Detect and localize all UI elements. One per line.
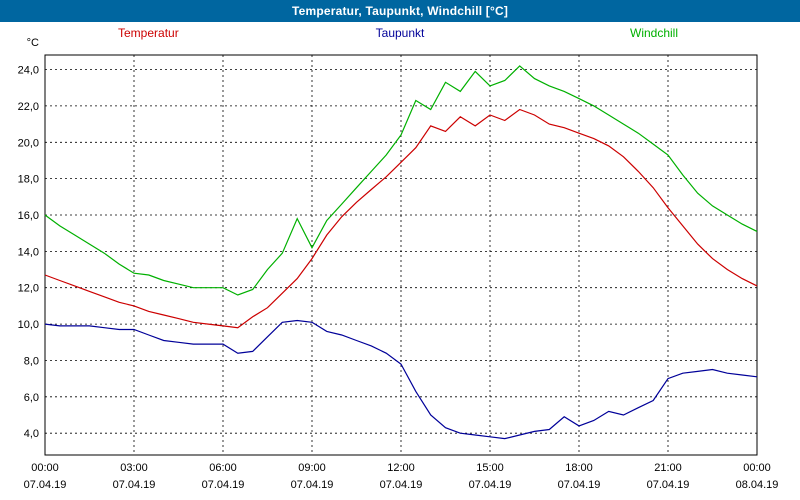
x-tick-date: 07.04.19	[202, 479, 245, 491]
x-tick-time: 00:00	[31, 462, 59, 474]
x-tick-date: 07.04.19	[24, 479, 67, 491]
y-tick-label: 24,0	[18, 65, 39, 77]
x-tick-time: 09:00	[298, 462, 326, 474]
x-tick-time: 03:00	[120, 462, 148, 474]
legend-windchill: Windchill	[630, 26, 679, 40]
x-tick-date: 07.04.19	[558, 479, 601, 491]
y-tick-label: 22,0	[18, 101, 39, 113]
x-tick-date: 07.04.19	[113, 479, 156, 491]
x-tick-time: 06:00	[209, 462, 237, 474]
x-tick-date: 07.04.19	[380, 479, 423, 491]
title-bar: Temperatur, Taupunkt, Windchill [°C]	[0, 0, 800, 22]
y-tick-label: 12,0	[18, 283, 39, 295]
x-tick-date: 08.04.19	[736, 479, 779, 491]
y-tick-label: 10,0	[18, 319, 39, 331]
x-tick-time: 00:00	[743, 462, 771, 474]
x-tick-date: 07.04.19	[291, 479, 334, 491]
y-tick-label: 20,0	[18, 137, 39, 149]
x-tick-time: 15:00	[476, 462, 504, 474]
x-tick-date: 07.04.19	[469, 479, 512, 491]
series-windchill	[44, 65, 758, 296]
x-tick-time: 18:00	[565, 462, 593, 474]
series-temperatur	[44, 108, 758, 329]
x-tick-time: 21:00	[654, 462, 682, 474]
page-title: Temperatur, Taupunkt, Windchill [°C]	[291, 4, 509, 18]
y-tick-label: 4,0	[24, 428, 39, 440]
chart-area: 4,0 6,0 8,0 10,0 12,0 14,0 16,0 18,0 20,0 22,0 24,…	[18, 37, 779, 491]
y-axis-unit: °C	[27, 37, 39, 49]
y-tick-label: 6,0	[24, 392, 39, 404]
plot-border	[44, 54, 758, 456]
y-tick-label: 14,0	[18, 246, 39, 258]
x-tick-date: 07.04.19	[647, 479, 690, 491]
legend-taupunkt: Taupunkt	[375, 26, 425, 40]
legend-temperatur: Temperatur	[118, 26, 179, 40]
x-tick-time: 12:00	[387, 462, 415, 474]
y-tick-label: 16,0	[18, 210, 39, 222]
series-taupunkt	[44, 319, 758, 440]
y-tick-label: 18,0	[18, 174, 39, 186]
y-tick-label: 8,0	[24, 356, 39, 368]
